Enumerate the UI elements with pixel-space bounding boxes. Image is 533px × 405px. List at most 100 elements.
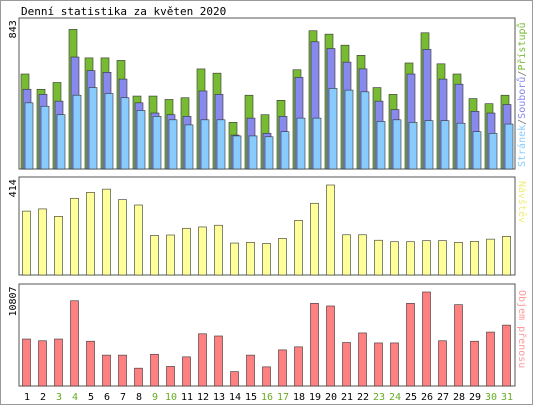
bar-visits-day-10	[166, 234, 175, 276]
bar-volume-day-1	[22, 338, 31, 387]
bar-pages-day-2	[40, 105, 50, 170]
bar-volume-day-18	[294, 346, 303, 387]
bar-visits-day-27	[438, 240, 447, 276]
bar-volume-day-23	[374, 342, 383, 387]
legend-part-1: Stránek	[516, 125, 528, 167]
x-tick-label-day-23: 23	[373, 392, 385, 403]
bar-visits-day-1	[22, 210, 31, 276]
bar-pages-day-29	[472, 131, 482, 170]
bar-pages-day-16	[264, 136, 274, 170]
bar-volume-day-10	[166, 366, 175, 387]
x-tick-label-day-15: 15	[245, 392, 257, 403]
bar-visits-day-18	[294, 220, 303, 276]
bar-visits-day-2	[38, 208, 47, 276]
bar-volume-day-29	[470, 340, 479, 387]
bar-volume-day-14	[230, 371, 239, 387]
bar-visits-day-29	[470, 241, 479, 276]
bar-pages-day-17	[280, 131, 290, 170]
bar-volume-day-13	[214, 335, 223, 387]
bar-volume-day-11	[182, 356, 191, 387]
panel-frame-3	[18, 283, 516, 387]
x-tick-label-day-6: 6	[104, 392, 110, 403]
bar-volume-day-8	[134, 367, 143, 387]
bar-visits-day-30	[486, 238, 495, 276]
bar-pages-day-14	[232, 135, 242, 170]
bar-pages-day-10	[168, 119, 178, 170]
bar-visits-day-23	[374, 239, 383, 276]
bar-pages-day-3	[56, 114, 66, 170]
y-max-label-hits: 843	[8, 20, 19, 38]
bar-visits-day-7	[118, 199, 127, 276]
bar-visits-day-9	[150, 235, 159, 276]
bar-pages-day-22	[360, 91, 370, 170]
bar-volume-day-7	[118, 354, 127, 387]
bar-pages-day-7	[120, 97, 130, 170]
x-tick-label-day-22: 22	[357, 392, 369, 403]
bar-pages-day-26	[424, 120, 434, 170]
bar-volume-day-22	[358, 332, 367, 387]
x-tick-label-day-21: 21	[341, 392, 353, 403]
bar-pages-day-20	[328, 88, 338, 170]
x-tick-label-day-30: 30	[485, 392, 497, 403]
x-tick-label-day-26: 26	[421, 392, 433, 403]
x-tick-label-day-8: 8	[136, 392, 142, 403]
legend-part-4: /	[517, 71, 528, 77]
x-tick-label-day-4: 4	[72, 392, 78, 403]
bar-pages-day-9	[152, 116, 162, 170]
x-tick-label-day-13: 13	[213, 392, 225, 403]
bar-pages-day-27	[440, 120, 450, 170]
bar-volume-day-19	[310, 303, 319, 387]
x-tick-label-day-7: 7	[120, 392, 126, 403]
bar-visits-day-17	[278, 238, 287, 276]
bar-pages-day-8	[136, 110, 146, 170]
x-tick-label-day-19: 19	[309, 392, 321, 403]
bar-volume-day-26	[422, 291, 431, 387]
legend-visits: Návštěv	[516, 181, 528, 223]
bar-volume-day-2	[38, 340, 47, 387]
bar-volume-day-27	[438, 340, 447, 387]
y-max-label-visits: 414	[8, 179, 19, 197]
bar-pages-day-25	[408, 122, 418, 170]
bar-pages-day-28	[456, 122, 466, 170]
bar-visits-day-4	[70, 197, 79, 276]
bar-volume-day-16	[262, 366, 271, 387]
bar-pages-day-30	[488, 133, 498, 170]
bar-volume-day-31	[502, 324, 511, 387]
legend-hits-files-pages: Stránek/Souborů/Přístupů	[516, 22, 528, 167]
bar-volume-day-25	[406, 303, 415, 387]
bar-volume-day-3	[54, 338, 63, 387]
legend-part-5: Přístupů	[516, 22, 528, 70]
bar-volume-day-5	[86, 340, 95, 387]
legend-volume: Objem přenosu	[516, 290, 528, 368]
bar-pages-day-12	[200, 119, 210, 170]
x-tick-label-day-14: 14	[229, 392, 241, 403]
bar-pages-day-23	[376, 121, 386, 170]
x-tick-label-day-16: 16	[261, 392, 273, 403]
bar-pages-day-13	[216, 119, 226, 170]
bar-volume-day-9	[150, 353, 159, 387]
x-tick-label-day-3: 3	[56, 392, 62, 403]
bar-visits-day-13	[214, 224, 223, 276]
x-tick-label-day-29: 29	[469, 392, 481, 403]
bar-volume-day-6	[102, 354, 111, 387]
bar-visits-day-24	[390, 241, 399, 276]
x-tick-label-day-20: 20	[325, 392, 337, 403]
bar-visits-day-8	[134, 204, 143, 276]
x-tick-label-day-5: 5	[88, 392, 94, 403]
x-tick-label-day-31: 31	[501, 392, 513, 403]
bar-pages-day-24	[392, 119, 402, 170]
bar-pages-day-18	[296, 117, 306, 170]
bar-volume-day-30	[486, 331, 495, 387]
x-tick-label-day-11: 11	[181, 392, 193, 403]
x-tick-label-day-27: 27	[437, 392, 449, 403]
bar-visits-day-12	[198, 226, 207, 276]
x-tick-label-day-25: 25	[405, 392, 417, 403]
x-tick-label-day-24: 24	[389, 392, 401, 403]
bar-volume-day-15	[246, 354, 255, 387]
x-tick-label-day-28: 28	[453, 392, 465, 403]
bar-pages-day-31	[504, 123, 514, 170]
legend-part-2: /	[517, 119, 528, 125]
bar-visits-day-26	[422, 240, 431, 276]
bar-volume-day-4	[70, 300, 79, 387]
